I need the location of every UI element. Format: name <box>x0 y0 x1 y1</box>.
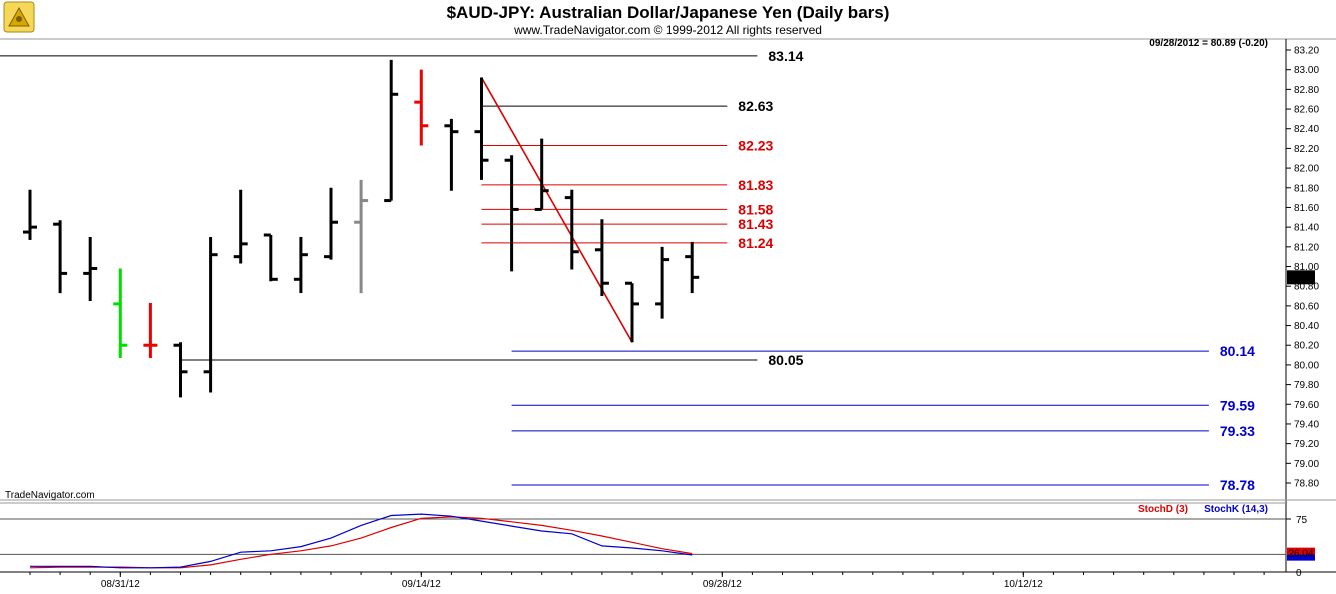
price-tick-label: 79.60 <box>1294 400 1319 411</box>
price-tick-label: 80.80 <box>1294 282 1319 293</box>
date-tick-label: 10/12/12 <box>1004 579 1043 590</box>
price-tick-label: 83.20 <box>1294 46 1319 57</box>
trade-navigator-logo-icon <box>3 1 35 33</box>
stoch-last-box-blue <box>1287 554 1315 561</box>
ohlc-bar <box>143 302 158 359</box>
level-label: 83.14 <box>768 48 803 64</box>
price-tick-label: 80.40 <box>1294 321 1319 332</box>
ohlc-bar <box>354 179 369 294</box>
price-axis: 83.20 83.00 82.80 82.60 82.40 82.20 82.00 81.80… <box>1286 46 1319 490</box>
price-tick-label: 79.40 <box>1294 419 1319 430</box>
level-label: 81.43 <box>738 216 773 232</box>
watermark-text: TradeNavigator.com <box>5 490 95 501</box>
ohlc-bar <box>564 189 579 270</box>
price-tick-label: 82.20 <box>1294 144 1319 155</box>
date-tick-label: 09/14/12 <box>402 579 441 590</box>
price-tick-label: 80.60 <box>1294 301 1319 312</box>
ohlc-bar <box>113 268 128 359</box>
ohlc-bar <box>83 236 98 301</box>
ohlc-bar <box>685 241 700 294</box>
level-label: 82.63 <box>738 98 773 114</box>
stoch-d-legend: StochD (3) <box>1138 504 1188 515</box>
price-tick-label: 79.80 <box>1294 380 1319 391</box>
ohlc-bar <box>263 233 278 282</box>
stoch-tick-label: 75 <box>1296 515 1308 526</box>
level-label: 81.24 <box>738 235 773 251</box>
stoch-tick-label: 0 <box>1296 568 1302 579</box>
price-tick-label: 79.20 <box>1294 439 1319 450</box>
ohlc-bar <box>594 219 609 297</box>
stoch-series-line <box>30 513 693 569</box>
stochastic-last-tag: 26.04 <box>1287 547 1315 561</box>
stochastic-lines <box>29 513 693 569</box>
price-tick-label: 81.40 <box>1294 223 1319 234</box>
date-axis: 08/31/12 09/14/12 09/28/12 10/12/12 <box>29 572 1265 590</box>
last-price-label: 80.89 <box>1288 273 1313 284</box>
date-tick-label: 09/28/12 <box>703 579 742 590</box>
price-tick-label: 82.00 <box>1294 164 1319 175</box>
stochastic-panel: StochD (3) StochK (14,3) <box>1138 504 1268 515</box>
price-tick-label: 81.20 <box>1294 242 1319 253</box>
price-tick-label: 81.00 <box>1294 262 1319 273</box>
stochastic-axis: 75 0 <box>0 515 1308 579</box>
ohlc-bar <box>324 187 338 260</box>
level-label: 81.58 <box>738 201 773 217</box>
price-tick-label: 78.80 <box>1294 479 1319 490</box>
ohlc-bar <box>233 189 248 264</box>
ohlc-bar <box>534 138 549 211</box>
level-label: 78.78 <box>1220 477 1255 493</box>
price-tick-label: 81.80 <box>1294 183 1319 194</box>
stoch-k-legend: StochK (14,3) <box>1204 504 1268 515</box>
chart-title: $AUD-JPY: Australian Dollar/Japanese Yen… <box>447 3 890 22</box>
price-bars <box>23 59 700 398</box>
ohlc-bar <box>655 246 670 319</box>
trendline-segment <box>480 77 633 343</box>
price-tick-label: 79.00 <box>1294 459 1319 470</box>
price-tick-label: 80.00 <box>1294 360 1319 371</box>
level-label: 79.59 <box>1220 397 1255 413</box>
trendline <box>480 77 633 343</box>
ohlc-bar <box>504 155 519 272</box>
price-panel <box>0 38 1336 573</box>
last-price-tag: 80.89 <box>1287 270 1315 285</box>
ohlc-bar <box>23 189 37 240</box>
level-label: 82.23 <box>738 137 773 153</box>
price-tick-label: 80.20 <box>1294 341 1319 352</box>
ohlc-bar <box>53 220 68 294</box>
ohlc-bar <box>384 59 399 203</box>
level-label: 80.14 <box>1220 343 1255 359</box>
price-tick-label: 83.00 <box>1294 65 1319 76</box>
price-tick-label: 81.60 <box>1294 203 1319 214</box>
ohlc-bar <box>293 236 308 294</box>
price-tick-label: 82.80 <box>1294 85 1319 96</box>
price-tick-label: 82.60 <box>1294 105 1319 116</box>
last-quote-readout: 09/28/2012 = 80.89 (-0.20) <box>1149 38 1268 49</box>
level-label: 80.05 <box>768 352 803 368</box>
stoch-last-label: 26.04 <box>1288 549 1313 560</box>
last-price-box <box>1287 270 1315 285</box>
ohlc-bar <box>625 281 639 343</box>
ohlc-bar <box>414 69 429 146</box>
price-tick-label: 82.40 <box>1294 124 1319 135</box>
ohlc-bar <box>444 118 459 191</box>
ohlc-bar <box>474 77 489 180</box>
level-label: 79.33 <box>1220 423 1255 439</box>
level-label: 81.83 <box>738 177 773 193</box>
date-tick-label: 08/31/12 <box>101 579 140 590</box>
ohlc-bar <box>173 342 188 398</box>
ohlc-bar <box>203 236 218 393</box>
chart-subtitle: www.TradeNavigator.com © 1999-2012 All r… <box>513 23 822 37</box>
